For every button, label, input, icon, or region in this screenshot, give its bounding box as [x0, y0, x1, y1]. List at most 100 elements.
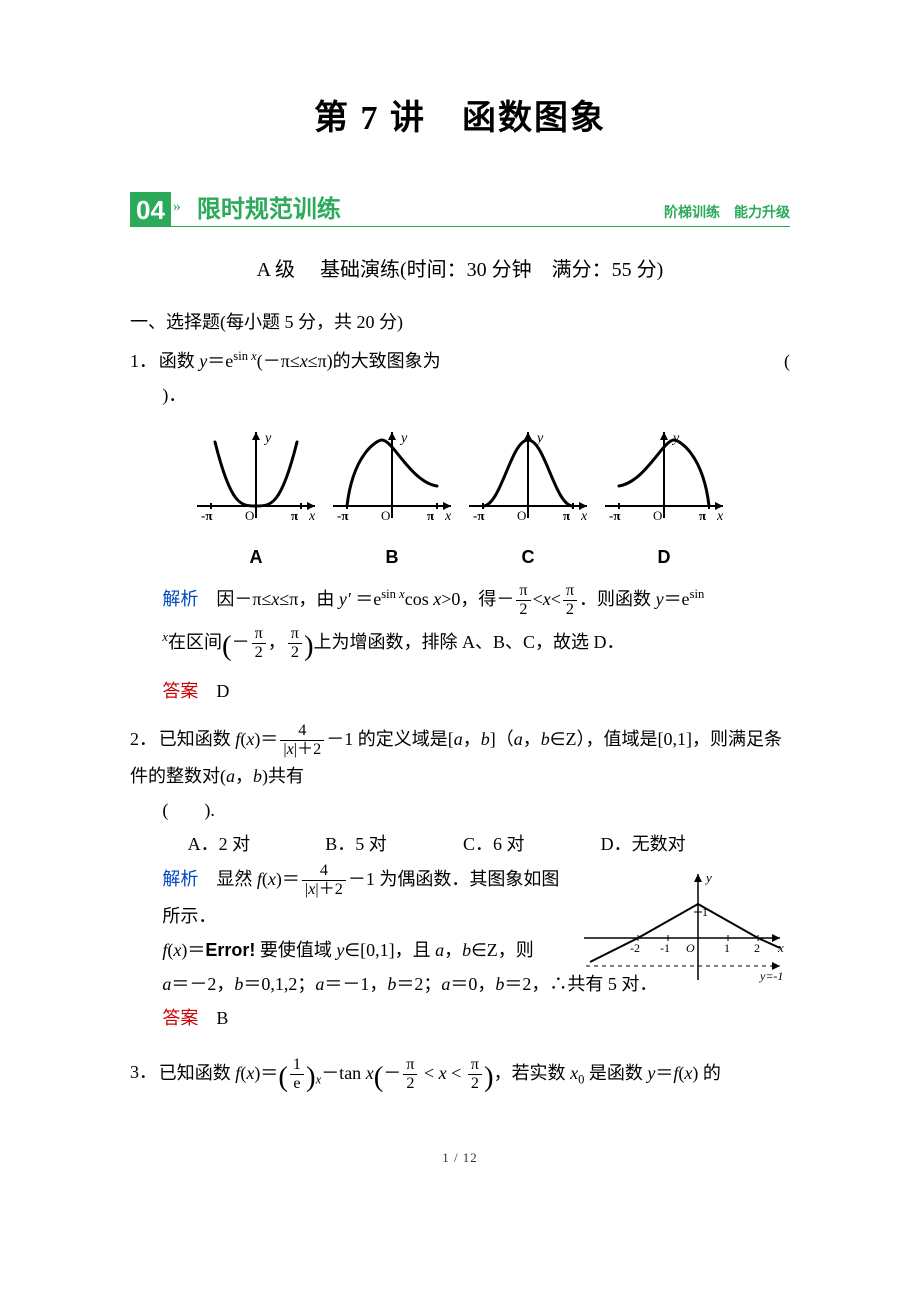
q1-sol-label: 解析: [162, 589, 198, 609]
q1-graph-c: y x O -π π C: [463, 426, 593, 573]
q1-graph-b: y x O -π π B: [327, 426, 457, 573]
q1-sol-g: <: [551, 589, 561, 609]
svg-text:π: π: [291, 508, 298, 523]
svg-text:-π: -π: [473, 508, 484, 523]
banner-chevron-icon: »: [173, 198, 181, 216]
svg-text:2: 2: [754, 941, 760, 955]
q2-opt-c: C．6 对: [463, 827, 596, 861]
banner-main-text: 限时规范训练: [197, 189, 341, 226]
svg-text:O: O: [653, 508, 662, 523]
q1-graph-c-svg: y x O -π π: [463, 426, 593, 526]
q1-solution-2: x在区间(－π2，π2)上为增函数，排除 A、B、C，故选 D．: [130, 619, 790, 674]
q1-sol-d: cos: [405, 589, 434, 609]
svg-text:-2: -2: [630, 941, 640, 955]
q2-ans: B: [216, 1008, 228, 1028]
lecture-title: 第 7 讲 函数图象: [130, 90, 790, 139]
q2-ans-label: 答案: [162, 1008, 198, 1028]
q1-sol-c: ＝e: [355, 589, 381, 609]
svg-text:-1: -1: [660, 941, 670, 955]
banner-right-text: 阶梯训练 能力升级: [664, 202, 790, 226]
q2-opt-d: D．无数对: [601, 827, 734, 861]
q1-number: 1．: [130, 344, 159, 378]
q1-graph-d-svg: y x O -π π: [599, 426, 729, 526]
q1-sol-e: >0，得－: [441, 589, 514, 609]
q2-sol-c: 要使值域: [255, 940, 336, 960]
svg-text:x: x: [716, 509, 724, 524]
q1-solution: 解析 因－π≤x≤π，由 y′ ＝esin xcos x>0，得－π2<x<π2…: [130, 582, 790, 619]
q1-graph-a-label: A: [191, 540, 321, 574]
q2-opt-a: A．2 对: [188, 827, 321, 861]
q1-sol-f: <: [533, 589, 543, 609]
q2-stem-b: －1 的定义域是[: [326, 729, 454, 749]
q2-sol-label: 解析: [162, 869, 198, 889]
q3-number: 3．: [130, 1055, 159, 1089]
q1-stem-c: ≤π)的大致图象为: [308, 351, 441, 371]
q1-sol-b: ≤π，由: [279, 589, 338, 609]
q1-ans: D: [216, 681, 229, 701]
q1-sol-a: 因－π≤: [216, 589, 271, 609]
banner-number: 04: [130, 192, 171, 226]
q2-sol-h: ＝－1，: [324, 974, 387, 994]
question-3: 3．已知函数 f(x)＝(1e)x－tan x(－π2 < x < π2)，若实…: [130, 1050, 790, 1105]
q1-sol-k: 上为增函数，排除 A、B、C，故选 D．: [314, 632, 625, 652]
q1-graph-d: y x O -π π D: [599, 426, 729, 573]
svg-text:O: O: [245, 508, 254, 523]
svg-text:π: π: [427, 508, 434, 523]
section-1-heading: 一、选择题(每小题 5 分，共 20 分): [130, 308, 790, 334]
q2-number: 2．: [130, 722, 159, 756]
svg-text:y: y: [399, 431, 408, 446]
q2-sol-g: ＝0,1,2；: [243, 974, 315, 994]
svg-text:O: O: [686, 941, 695, 955]
svg-text:y: y: [704, 870, 712, 885]
q1-answer: 答案 D: [130, 674, 790, 708]
svg-text:y=-1: y=-1: [759, 969, 783, 983]
svg-text:-π: -π: [609, 508, 620, 523]
q1-paren: (: [784, 344, 790, 378]
q3-stem-b: －tan: [321, 1062, 366, 1082]
level-grade: A 级: [257, 259, 295, 281]
q1-stem-b: (－π≤: [257, 351, 300, 371]
q1-graphs: y x O -π π A y: [130, 426, 790, 573]
q1-graph-d-label: D: [599, 540, 729, 574]
svg-text:1: 1: [724, 941, 730, 955]
q2-sol-d: ∈[0,1]，且: [344, 940, 435, 960]
q1-sol-h: ．则函数: [579, 589, 656, 609]
q2-sol-f: ＝－2，: [171, 974, 234, 994]
q1-graph-b-svg: y x O -π π: [327, 426, 457, 526]
page-footer: 1 / 12: [130, 1150, 790, 1166]
q2-error: Error!: [205, 940, 255, 960]
score-label: 满分：: [552, 259, 612, 281]
q2-paren: ( ).: [130, 793, 790, 827]
svg-text:x: x: [580, 509, 588, 524]
question-2: 2．已知函数 f(x)＝4|x|＋2－1 的定义域是[a，b]（a，b∈Z），值…: [130, 722, 790, 1036]
svg-text:-π: -π: [201, 508, 212, 523]
question-1: 1．函数 y＝esin x(－π≤x≤π)的大致图象为 ( )． y x O -…: [130, 344, 790, 708]
q1-sol-j: 在区间: [168, 632, 222, 652]
section-banner: 04 » 限时规范训练 阶梯训练 能力升级: [130, 187, 790, 227]
q3-stem-d: 是函数: [584, 1062, 647, 1082]
level-line: A 级 基础演练(时间：30 分钟 满分：55 分): [130, 253, 790, 282]
q1-graph-a-svg: y x O -π π: [191, 426, 321, 526]
level-name: 基础演练: [320, 259, 400, 281]
q2-graph: y x O 1 -2 -1 1 2 y=-: [580, 868, 790, 999]
q2-solution-1: 解析 显然 f(x)＝4|x|＋2－1 为偶函数．其图象如图所示．: [130, 862, 560, 933]
q2-options: A．2 对 B．5 对 C．6 对 D．无数对: [130, 827, 790, 861]
time-value: 30 分钟: [467, 259, 532, 281]
svg-text:x: x: [308, 509, 316, 524]
svg-text:O: O: [381, 508, 390, 523]
svg-text:O: O: [517, 508, 526, 523]
q1-graph-c-label: C: [463, 540, 593, 574]
svg-text:-π: -π: [337, 508, 348, 523]
svg-text:y: y: [671, 431, 680, 446]
q2-solution-2: f(x)＝Error! 要使值域 y∈[0,1]，且 a，b∈Z，则: [130, 933, 560, 967]
q1-graph-a: y x O -π π A: [191, 426, 321, 573]
svg-text:y: y: [263, 431, 272, 446]
q2-stem-c: ]（: [490, 729, 514, 749]
q3-stem-c: ，若实数: [494, 1062, 571, 1082]
q2-sol-i: ＝2；: [396, 974, 441, 994]
score-value: 55 分: [612, 259, 657, 281]
q3-stem-e: 的: [698, 1062, 721, 1082]
q2-answer: 答案 B: [130, 1001, 790, 1035]
q1-paren-line2: )．: [130, 378, 790, 412]
svg-text:x: x: [444, 509, 452, 524]
